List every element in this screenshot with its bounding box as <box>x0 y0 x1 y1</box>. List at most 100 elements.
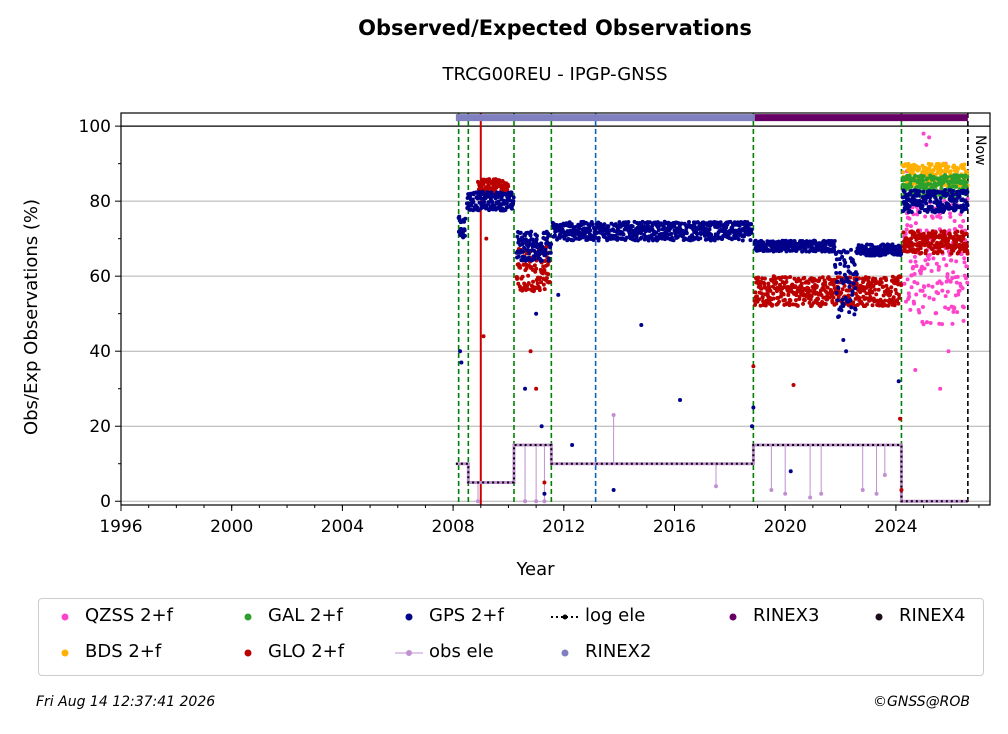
qzss-point <box>934 261 939 266</box>
obs-ele-point <box>882 472 887 477</box>
glo-point <box>814 284 819 289</box>
glo-outlier-point <box>481 334 486 339</box>
qzss-point <box>914 292 919 297</box>
gps-point <box>916 193 921 198</box>
glo-point <box>541 282 546 287</box>
qzss-outlier-point <box>924 142 929 147</box>
gps-point <box>853 286 858 291</box>
gal-point <box>964 180 969 185</box>
qzss-point <box>908 307 913 312</box>
glo-point <box>759 291 764 296</box>
legend-swatch <box>875 613 883 621</box>
glo-point <box>866 275 871 280</box>
gps-point <box>849 247 854 252</box>
obs-ele-line <box>455 443 968 503</box>
gps-point <box>462 219 467 224</box>
qzss-point <box>959 251 964 256</box>
legend: QZSS 2+f GAL 2+f GPS 2+f log ele RINEX3 RINEX… <box>38 598 984 676</box>
gps-point <box>943 187 948 192</box>
qzss-point <box>917 310 922 315</box>
gps-point <box>639 228 644 233</box>
qzss-point <box>927 252 932 257</box>
qzss-outlier-point <box>946 349 951 354</box>
gps-point <box>839 250 844 255</box>
legend-item-bds-2-f: BDS 2+f <box>51 641 161 662</box>
glo-point <box>759 286 764 291</box>
qzss-point <box>936 291 941 296</box>
glo-point <box>915 229 920 234</box>
glo-outlier-point <box>484 236 489 241</box>
glo-point <box>954 239 959 244</box>
glo-point <box>532 263 537 268</box>
qzss-point <box>926 257 931 262</box>
glo-point <box>546 272 551 277</box>
legend-item-obs-ele: obs ele <box>395 641 494 662</box>
glo-point <box>896 292 901 297</box>
glo-point <box>851 300 856 305</box>
obs-ele-point <box>769 487 774 492</box>
obs-ele-point <box>808 495 813 500</box>
qzss-outlier-point <box>927 135 932 140</box>
gps-point <box>522 245 527 250</box>
glo-outlier-point <box>791 382 796 387</box>
gal-point <box>907 173 912 178</box>
gps-outlier-point <box>534 311 539 316</box>
glo-outlier-point <box>898 416 903 421</box>
gps-point <box>859 243 864 248</box>
qzss-point <box>941 257 946 262</box>
gps-outlier-point <box>523 386 528 391</box>
glo-outlier-point <box>542 480 547 485</box>
glo-point <box>525 286 530 291</box>
glo-point <box>515 275 520 280</box>
glo-point <box>891 295 896 300</box>
gps-point <box>842 272 847 277</box>
gps-point <box>684 231 689 236</box>
glo-point <box>893 287 898 292</box>
qzss-point <box>922 266 927 271</box>
qzss-point <box>905 277 910 282</box>
legend-item-gps-2-f: GPS 2+f <box>395 605 504 626</box>
legend-swatch <box>561 649 569 657</box>
qzss-point <box>934 311 939 316</box>
glo-point <box>800 290 805 295</box>
y-axis-label: Obs/Exp Observations (%) <box>21 199 42 435</box>
glo-point <box>896 301 901 306</box>
gps-point <box>482 199 487 204</box>
gps-point <box>834 290 839 295</box>
qzss-point <box>940 288 945 293</box>
gps-point <box>909 210 914 215</box>
gps-point <box>736 237 741 242</box>
qzss-point <box>948 211 953 216</box>
qzss-point <box>926 283 931 288</box>
gps-point <box>847 284 852 289</box>
obs-ele-point <box>860 487 865 492</box>
gps-point <box>965 190 970 195</box>
glo-point <box>762 276 767 281</box>
glo-point <box>770 302 775 307</box>
qzss-outlier-point <box>921 131 926 136</box>
gps-point <box>740 238 745 243</box>
gps-point <box>840 297 845 302</box>
gps-point <box>836 285 841 290</box>
glo-point <box>955 229 960 234</box>
gps-point <box>552 233 557 238</box>
qzss-point <box>965 280 970 285</box>
qzss-point <box>954 259 959 264</box>
glo-point <box>892 303 897 308</box>
gps-point <box>509 190 514 195</box>
gps-point <box>854 277 859 282</box>
glo-point <box>884 278 889 283</box>
gps-point <box>917 210 922 215</box>
legend-label: RINEX4 <box>899 605 966 626</box>
legend-item-rinex2: RINEX2 <box>551 641 651 662</box>
bds-point <box>931 167 936 172</box>
x-axis-label: Year <box>515 559 555 580</box>
gps-point <box>529 229 534 234</box>
gps-point <box>839 277 844 282</box>
legend-marker <box>562 614 568 620</box>
gps-point <box>850 289 855 294</box>
gps-point <box>864 242 869 247</box>
qzss-point <box>950 321 955 326</box>
glo-point <box>795 303 800 308</box>
gal-point <box>939 186 944 191</box>
